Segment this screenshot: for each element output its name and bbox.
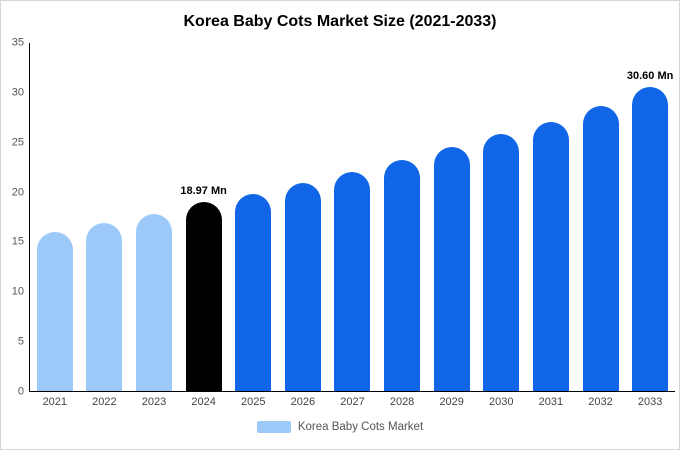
bar-value-label: 18.97 Mn: [180, 185, 227, 198]
x-tick-label: 2028: [389, 396, 415, 408]
bar-column: [427, 43, 477, 391]
bar-2021: [36, 231, 73, 391]
plot-area: 18.97 Mn 30.60 Mn: [29, 43, 675, 392]
bar-2026: [284, 183, 321, 391]
bar-column: [576, 43, 626, 391]
bar-2028: [384, 160, 421, 391]
x-tick-label: 2021: [42, 396, 68, 408]
plot-wrap: 0 5 10 15 20 25 30 35 18.97 Mn 30.60 Mn: [1, 37, 679, 397]
y-tick-label: 5: [17, 335, 24, 348]
bar-2024: 18.97 Mn: [180, 185, 227, 391]
y-tick-label: 20: [11, 186, 24, 199]
legend-label: Korea Baby Cots Market: [297, 421, 424, 433]
bar-column: 30.60 Mn: [625, 43, 675, 391]
x-tick-label: 2033: [637, 396, 663, 408]
x-tick-label: 2030: [489, 396, 514, 408]
y-tick-label: 35: [11, 36, 24, 49]
y-tick-label: 10: [11, 285, 24, 298]
x-tick-label: 2023: [141, 396, 167, 408]
bar-column: [328, 43, 378, 391]
x-tick-label: 2025: [241, 396, 266, 408]
x-tick-label: 2032: [588, 396, 613, 408]
bar-2030: [483, 134, 520, 391]
bar-2022: [86, 222, 123, 391]
bar-2031: [532, 121, 569, 391]
bar-column: [30, 43, 80, 391]
x-tick-label: 2029: [439, 396, 464, 408]
bar-2023: [136, 214, 173, 391]
bar-column: [526, 43, 576, 391]
y-tick-label: 25: [11, 136, 24, 149]
bar-column: [476, 43, 526, 391]
legend: Korea Baby Cots Market: [1, 421, 679, 433]
y-tick-label: 0: [17, 385, 24, 398]
bar-2033: 30.60 Mn: [627, 70, 673, 391]
legend-swatch: [256, 421, 291, 433]
bar-2027: [334, 172, 371, 391]
bar-column: [377, 43, 427, 391]
bar-value-label: 30.60 Mn: [626, 69, 674, 82]
bar-2029: [433, 147, 470, 391]
bar-column: [228, 43, 278, 391]
x-tick-label: 2024: [191, 396, 216, 408]
y-tick-label: 30: [11, 86, 24, 99]
x-axis: 2021 2022 2023 2024 2025 2026 2027 2028 2029 2030…: [30, 396, 675, 408]
bar-column: [80, 43, 130, 391]
x-tick-label: 2026: [290, 396, 316, 408]
bar-2032: [582, 105, 619, 391]
bar-column: 18.97 Mn: [179, 43, 229, 391]
bar-2025: [235, 194, 272, 391]
y-axis: 0 5 10 15 20 25 30 35: [7, 37, 29, 397]
x-tick-label: 2022: [92, 396, 117, 408]
y-tick-label: 15: [11, 235, 24, 248]
x-tick-label: 2027: [340, 396, 365, 408]
x-tick-label: 2031: [538, 396, 564, 408]
bar-column: [129, 43, 179, 391]
bar-column: [278, 43, 328, 391]
chart-title: Korea Baby Cots Market Size (2021-2033): [183, 13, 497, 30]
